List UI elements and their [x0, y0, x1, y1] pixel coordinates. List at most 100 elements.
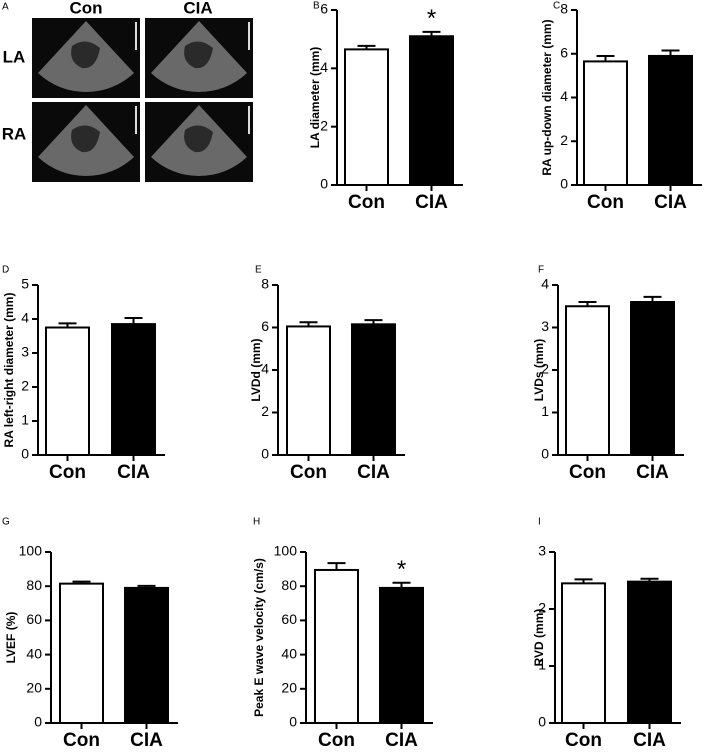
bar [409, 35, 454, 186]
y-tick-label: 6 [560, 44, 568, 60]
x-tick-label: Con [318, 730, 355, 751]
y-tick-label: 4 [541, 276, 549, 292]
echo-cavity [71, 125, 100, 153]
bar-chart: F LVDs (mm) 0 1 2 3 4 Con CIA [532, 265, 684, 483]
y-axis-label: LVDd (mm) [249, 338, 263, 401]
echo-cavity [71, 41, 100, 69]
y-tick-label: 60 [26, 611, 42, 627]
panel-label: E [255, 265, 262, 276]
image-panel: A Con CIA LA RA [2, 0, 253, 182]
y-axis-label: RA up-down diameter (mm) [540, 19, 554, 175]
y-tick-label: 20 [26, 680, 42, 696]
y-tick-label: 3 [538, 543, 546, 559]
x-tick-label: CIA [385, 730, 418, 751]
y-tick-label: 6 [261, 318, 269, 334]
bar [630, 301, 675, 456]
echo-cavity [184, 41, 213, 69]
panel-label: C [553, 1, 560, 12]
y-tick-label: 8 [560, 1, 568, 17]
column-header: CIA [183, 0, 212, 17]
y-tick-label: 1 [538, 657, 546, 673]
y-axis-label: LVDs (mm) [532, 339, 546, 401]
y-tick-label: 0 [541, 446, 549, 462]
panel-label: D [2, 265, 9, 276]
x-tick-label: CIA [415, 192, 448, 213]
bar [124, 586, 169, 724]
y-tick-label: 0 [34, 714, 42, 730]
x-tick-label: Con [569, 462, 606, 483]
panel-label: G [2, 517, 10, 528]
column-header: Con [69, 0, 102, 17]
y-axis-label: LVEF (%) [4, 612, 18, 664]
bar [583, 60, 628, 186]
bar [59, 582, 104, 725]
panel-label: B [313, 1, 320, 12]
x-tick-label: Con [290, 462, 327, 483]
echo-cavity [184, 125, 213, 153]
echo-images [32, 18, 253, 182]
bar-chart: E LVDd (mm) 0 2 4 6 8 Con CIA [249, 265, 405, 483]
y-tick-label: 80 [281, 577, 297, 593]
panel-label: F [538, 265, 544, 276]
bar [627, 580, 672, 725]
bar [561, 582, 606, 724]
y-tick-label: 4 [261, 361, 269, 377]
x-tick-label: CIA [117, 462, 150, 483]
significance-marker: * [397, 556, 406, 583]
y-tick-label: 4 [320, 59, 328, 75]
y-tick-label: 40 [26, 645, 42, 661]
y-tick-label: 6 [320, 1, 328, 17]
x-tick-label: Con [49, 462, 86, 483]
bar-chart: H Peak E wave velocity (cm/s) 0 20 40 60 80 100… [252, 517, 433, 751]
y-tick-label: 20 [281, 680, 297, 696]
y-tick-label: 0 [538, 714, 546, 730]
y-tick-label: 0 [261, 446, 269, 462]
y-tick-label: 0 [320, 176, 328, 192]
y-tick-label: 1 [21, 412, 29, 428]
y-axis-label: RA left-right diameter (mm) [2, 293, 16, 448]
y-tick-label: 2 [538, 600, 546, 616]
y-tick-label: 4 [560, 88, 568, 104]
y-tick-label: 1 [541, 403, 549, 419]
echo-scale [135, 22, 137, 50]
x-tick-label: CIA [130, 730, 163, 751]
bar-chart: I RVD (mm) 0 1 2 3 Con CIA [532, 517, 681, 751]
y-tick-label: 0 [289, 714, 297, 730]
bar-chart: B LA diameter (mm) 0 2 4 6 Con CIA * [308, 1, 463, 213]
x-tick-label: Con [348, 192, 385, 213]
x-tick-label: Con [565, 730, 602, 751]
row-header: RA [2, 124, 27, 143]
x-tick-label: CIA [357, 462, 390, 483]
echo-scale [248, 22, 250, 50]
panel-label: I [538, 517, 541, 528]
echo-scale [135, 106, 137, 134]
bar [648, 54, 693, 186]
x-tick-label: CIA [654, 192, 687, 213]
y-tick-label: 80 [26, 577, 42, 593]
bar [379, 586, 424, 724]
panel-label: A [2, 2, 9, 13]
bar [111, 323, 156, 456]
y-tick-label: 40 [281, 645, 297, 661]
bar [45, 326, 90, 456]
y-tick-label: 2 [261, 403, 269, 419]
y-axis-label: RVD (mm) [532, 609, 546, 667]
y-tick-label: 2 [560, 132, 568, 148]
bar [344, 48, 389, 186]
echo-scale [248, 106, 250, 134]
x-tick-label: Con [587, 192, 624, 213]
significance-marker: * [427, 5, 436, 32]
y-tick-label: 2 [320, 117, 328, 133]
y-tick-label: 100 [274, 543, 298, 559]
bar [314, 568, 359, 725]
y-axis-label: Peak E wave velocity (cm/s) [252, 558, 266, 717]
x-tick-label: Con [63, 730, 100, 751]
y-tick-label: 0 [560, 176, 568, 192]
row-header: LA [3, 47, 26, 66]
y-tick-label: 4 [21, 310, 29, 326]
panel-label: H [253, 517, 260, 528]
y-axis-label: LA diameter (mm) [308, 47, 322, 149]
y-tick-label: 5 [21, 276, 29, 292]
y-tick-label: 3 [541, 318, 549, 334]
